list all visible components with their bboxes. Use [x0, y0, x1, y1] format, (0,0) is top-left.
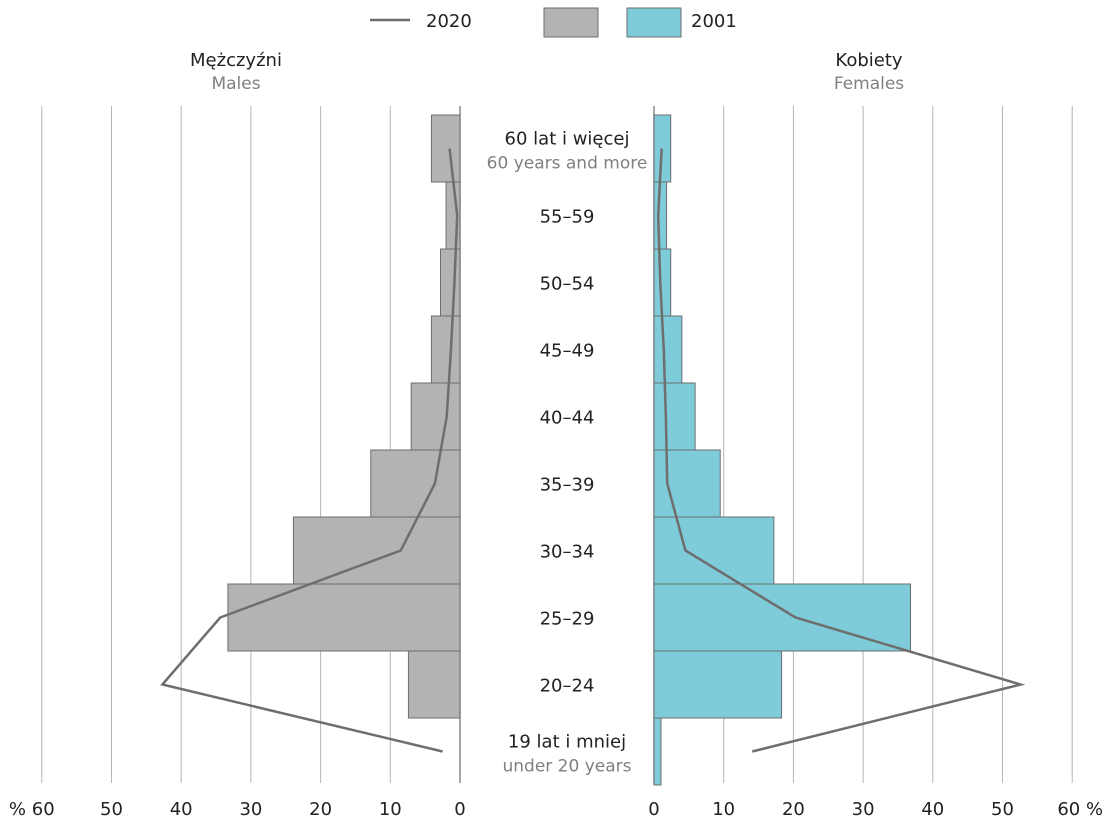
tick-right-4: 40 [921, 799, 944, 820]
legend-label-2020: 2020 [426, 11, 472, 32]
tick-left-4: 20 [309, 799, 332, 820]
males-title: Mężczyźni [190, 50, 282, 71]
tick-left-3: 30 [239, 799, 262, 820]
line-males-2020 [160, 148, 459, 753]
age-group-label-0: 60 lat i więcej [505, 129, 630, 150]
bar-females-2001-6 [653, 516, 775, 585]
bar-males-2001-2 [439, 248, 461, 317]
tick-right-1: 10 [712, 799, 735, 820]
lines-2020 [160, 148, 1026, 753]
bars-2001 [227, 114, 911, 786]
bar-males-2001-7 [227, 583, 461, 652]
bar-females-2001-8 [653, 650, 783, 719]
tick-left-1: 50 [100, 799, 123, 820]
legend-label-2001: 2001 [691, 11, 737, 32]
tick-left-0: % 60 [9, 799, 55, 820]
bar-females-2001-9 [653, 717, 662, 786]
bar-males-2001-4 [410, 382, 461, 451]
bar-females-2001-4 [653, 382, 696, 451]
bar-males-2001-6 [292, 516, 461, 585]
tick-left-2: 40 [170, 799, 193, 820]
age-group-label-7: 25–29 [540, 609, 595, 630]
age-group-label-5: 35–39 [540, 475, 595, 496]
tick-left-6: 0 [454, 799, 465, 820]
males-subtitle: Males [211, 74, 260, 94]
bar-females-2001-3 [653, 315, 683, 384]
females-title: Kobiety [835, 50, 902, 71]
age-group-label-8: 20–24 [540, 676, 595, 697]
legend-males-swatch [543, 7, 599, 38]
gridlines [41, 106, 1073, 783]
age-group-label-2: 50–54 [540, 274, 595, 295]
age-group-labels: 60 lat i więcej 60 years and more 55–59 50–… [487, 129, 648, 777]
age-group-sublabel-9: under 20 years [502, 757, 631, 777]
tick-right-0: 0 [648, 799, 659, 820]
legend-females-swatch [626, 7, 682, 38]
legend: 2020 2001 [370, 7, 737, 38]
x-axis-ticks: % 60 50 40 30 20 10 0 0 10 20 30 40 50 60 % [9, 799, 1103, 820]
tick-right-3: 30 [852, 799, 875, 820]
age-group-label-6: 30–34 [540, 542, 595, 563]
bar-males-2001-5 [370, 449, 461, 518]
bar-females-2001-5 [653, 449, 721, 518]
age-group-sublabel-0: 60 years and more [487, 154, 648, 174]
age-group-label-4: 40–44 [540, 408, 595, 429]
bar-females-2001-0 [653, 114, 672, 183]
tick-left-5: 10 [379, 799, 402, 820]
line-females-2020 [656, 148, 1026, 753]
females-subtitle: Females [834, 74, 904, 94]
tick-right-2: 20 [782, 799, 805, 820]
age-group-label-1: 55–59 [540, 207, 595, 228]
bar-males-2001-3 [430, 315, 461, 384]
tick-right-6: 60 % [1057, 799, 1103, 820]
age-group-label-3: 45–49 [540, 341, 595, 362]
bar-males-2001-8 [407, 650, 461, 719]
bar-males-2001-0 [430, 114, 461, 183]
tick-right-5: 50 [991, 799, 1014, 820]
age-group-label-9: 19 lat i mniej [508, 732, 626, 753]
